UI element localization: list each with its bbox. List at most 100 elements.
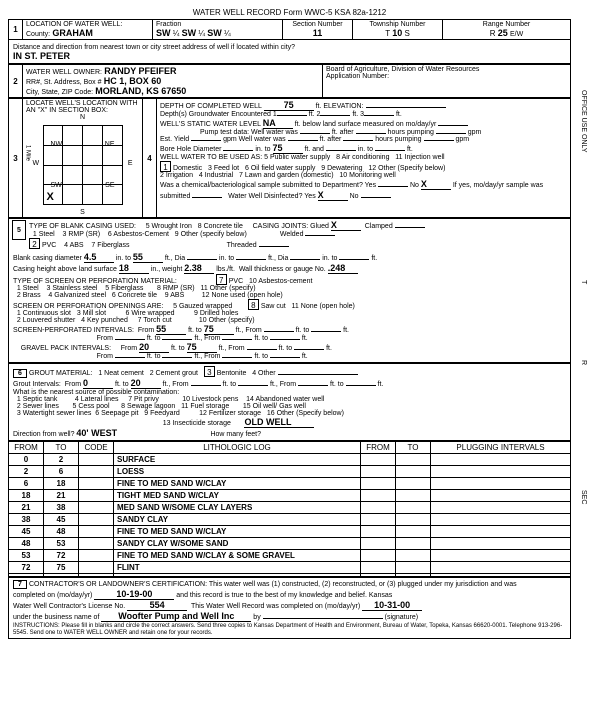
table-row: 2138MED SAND W/SOME CLAY LAYERS <box>9 502 571 514</box>
disinf-yes-x: X <box>318 190 348 201</box>
grout-from: 0 <box>83 378 113 389</box>
sec7-label: CONTRACTOR'S OR LANDOWNER'S CERTIFICATIO… <box>29 581 517 588</box>
table-row: 618FINE TO MED SAND W/CLAY <box>9 478 571 490</box>
bore-val: 75 <box>273 143 303 154</box>
perf-label: SCREEN-PERFORATED INTERVALS: <box>13 327 134 334</box>
section-1: 1 LOCATION OF WATER WELL: County: GRAHAM… <box>8 19 571 64</box>
table-row: 7275FLINT <box>9 562 571 574</box>
open-label: SCREEN OR PERFORATION OPENINGS ARE: <box>13 303 163 310</box>
section-7: 7 CONTRACTOR'S OR LANDOWNER'S CERTIFICAT… <box>8 577 571 639</box>
business-name: Woofter Pump and Well Inc <box>101 611 251 622</box>
side-sec: SEC <box>580 490 587 504</box>
sec2-label: WATER WELL OWNER: <box>26 69 102 76</box>
range-val: 25 <box>498 28 508 38</box>
sec5-label: TYPE OF BLANK CASING USED: <box>29 223 136 230</box>
sec6-label: GROUT MATERIAL: <box>29 370 93 377</box>
use-label: WELL WATER TO BE USED AS: <box>160 154 262 161</box>
gravel-label: GRAVEL PACK INTERVALS: <box>21 345 111 352</box>
signature-line <box>263 618 383 619</box>
table-row: 4853SANDY CLAY W/SOME SAND <box>9 538 571 550</box>
perf-from1: 55 <box>156 324 186 335</box>
township-val: 10 <box>392 28 402 38</box>
section-5: 5 TYPE OF BLANK CASING USED: 5 Wrought I… <box>8 218 571 363</box>
f2: SW <box>182 28 197 38</box>
record-date: 10-31-00 <box>362 600 422 611</box>
open-8-box: 8 <box>248 299 259 310</box>
sec1-label: LOCATION OF WATER WELL: <box>26 21 149 28</box>
sec7-num: 7 <box>13 580 27 589</box>
other-val: OLD WELL <box>244 417 314 428</box>
completed-date: 10-19-00 <box>94 589 174 600</box>
sec5-num: 5 <box>12 220 26 240</box>
section-lbl: Section Number <box>286 21 349 28</box>
perf-to1: 75 <box>204 324 234 335</box>
instructions: INSTRUCTIONS: Please fill in blanks and … <box>13 623 562 636</box>
section-3-4: 3 LOCATE WELL'S LOCATION WITH AN "X" IN … <box>8 98 571 218</box>
grav-from1: 20 <box>139 342 169 353</box>
casing-2-box: 2 <box>29 238 40 249</box>
static-val: NA <box>263 118 293 129</box>
thick-val: .248 <box>328 263 358 274</box>
sec4-num: 4 <box>143 99 157 217</box>
lithologic-log-table: FROM TO CODE LITHOLOGIC LOG FROM TO PLUG… <box>8 441 571 577</box>
log-h-from: FROM <box>9 442 44 454</box>
table-row: 1821TIGHT MED SAND W/CLAY <box>9 490 571 502</box>
log-h-from2: FROM <box>361 442 396 454</box>
form-page: OFFICE USE ONLY T R SEC WATER WELL RECOR… <box>0 0 589 647</box>
county-lbl: County: <box>26 31 50 38</box>
table-row: 02SURFACE <box>9 454 571 466</box>
nearest-label: What is the nearest source of possible c… <box>13 389 179 396</box>
license-no: 554 <box>127 600 187 611</box>
log-h-to2: TO <box>396 442 431 454</box>
side-t: T <box>580 280 587 284</box>
dir-val: 40' WEST <box>76 428 117 438</box>
log-h-to: TO <box>44 442 79 454</box>
fraction-lbl: Fraction <box>156 21 279 28</box>
grav-to1: 75 <box>187 342 217 353</box>
form-header: WATER WELL RECORD Form WWC-5 KSA 82a-121… <box>8 8 571 17</box>
sec2-num: 2 <box>9 65 23 97</box>
diam-to: 55 <box>133 252 163 263</box>
sec1-num: 1 <box>9 20 23 39</box>
board-lbl: Board of Agriculture, Division of Water … <box>326 66 567 73</box>
log-h-plug: PLUGGING INTERVALS <box>431 442 571 454</box>
county-val: GRAHAM <box>52 28 93 38</box>
owner-city: MORLAND, KS 67650 <box>95 86 186 96</box>
grout-3-box: 3 <box>204 366 215 377</box>
sec3-label: LOCATE WELL'S LOCATION WITH AN "X" IN SE… <box>26 100 139 114</box>
section-grid: NW NE SW SE W E 1 Mile X <box>43 125 123 205</box>
sec4-label: DEPTH OF COMPLETED WELL <box>160 103 262 110</box>
section-2: 2 WATER WELL OWNER: RANDY PFEIFER RR#, S… <box>8 64 571 98</box>
screen-label: TYPE OF SCREEN OR PERFORATION MATERIAL: <box>13 278 177 285</box>
table-row: 3845SANDY CLAY <box>9 514 571 526</box>
table-row: 26LOESS <box>9 466 571 478</box>
screen-7-box: 7 <box>216 274 227 285</box>
table-row: 4548FINE TO MED SAND W/CLAY <box>9 526 571 538</box>
side-office: OFFICE USE ONLY <box>580 90 587 153</box>
distance-lbl: Distance and direction from nearest town… <box>13 44 295 51</box>
sec3-num: 3 <box>9 99 23 217</box>
range-lbl: Range Number <box>446 21 567 28</box>
grid-x-mark: X <box>47 191 54 203</box>
table-row: 5372FINE TO MED SAND W/CLAY & SOME GRAVE… <box>9 550 571 562</box>
appno-lbl: Application Number: <box>326 73 567 80</box>
section-val: 11 <box>313 28 323 38</box>
f3: SW <box>207 28 222 38</box>
grout-to: 20 <box>131 378 161 389</box>
township-lbl: Township Number <box>356 21 439 28</box>
chem-no-x: X <box>421 179 451 190</box>
diam-val: 4.5 <box>84 252 114 263</box>
section-6: 6 GROUT MATERIAL: 1 Neat cement 2 Cement… <box>8 363 571 441</box>
log-h-lith: LITHOLOGIC LOG <box>114 442 361 454</box>
wt-val: 2.38 <box>184 263 214 274</box>
owner-addr: HC 1, BOX 60 <box>104 76 162 86</box>
sec6-num: 6 <box>13 369 27 378</box>
glued-x: X <box>331 220 361 231</box>
f1: SW <box>156 28 171 38</box>
depth-val: 75 <box>264 100 314 111</box>
use-1-box: 1 <box>160 161 171 172</box>
log-h-code: CODE <box>79 442 114 454</box>
side-r: R <box>580 360 587 365</box>
distance-val: IN ST. PETER <box>13 51 70 61</box>
owner-name: RANDY PFEIFER <box>104 66 176 76</box>
